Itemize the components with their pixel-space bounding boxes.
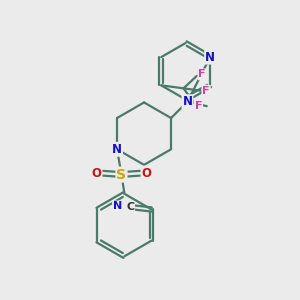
Text: O: O	[142, 167, 152, 179]
Text: N: N	[182, 95, 192, 108]
Text: C: C	[126, 202, 134, 212]
Text: N: N	[112, 143, 122, 156]
Text: N: N	[113, 202, 122, 212]
Text: N: N	[205, 51, 215, 64]
Text: F: F	[202, 86, 210, 96]
Text: S: S	[116, 167, 127, 182]
Text: F: F	[199, 69, 206, 80]
Text: O: O	[92, 167, 101, 179]
Text: F: F	[195, 101, 202, 111]
